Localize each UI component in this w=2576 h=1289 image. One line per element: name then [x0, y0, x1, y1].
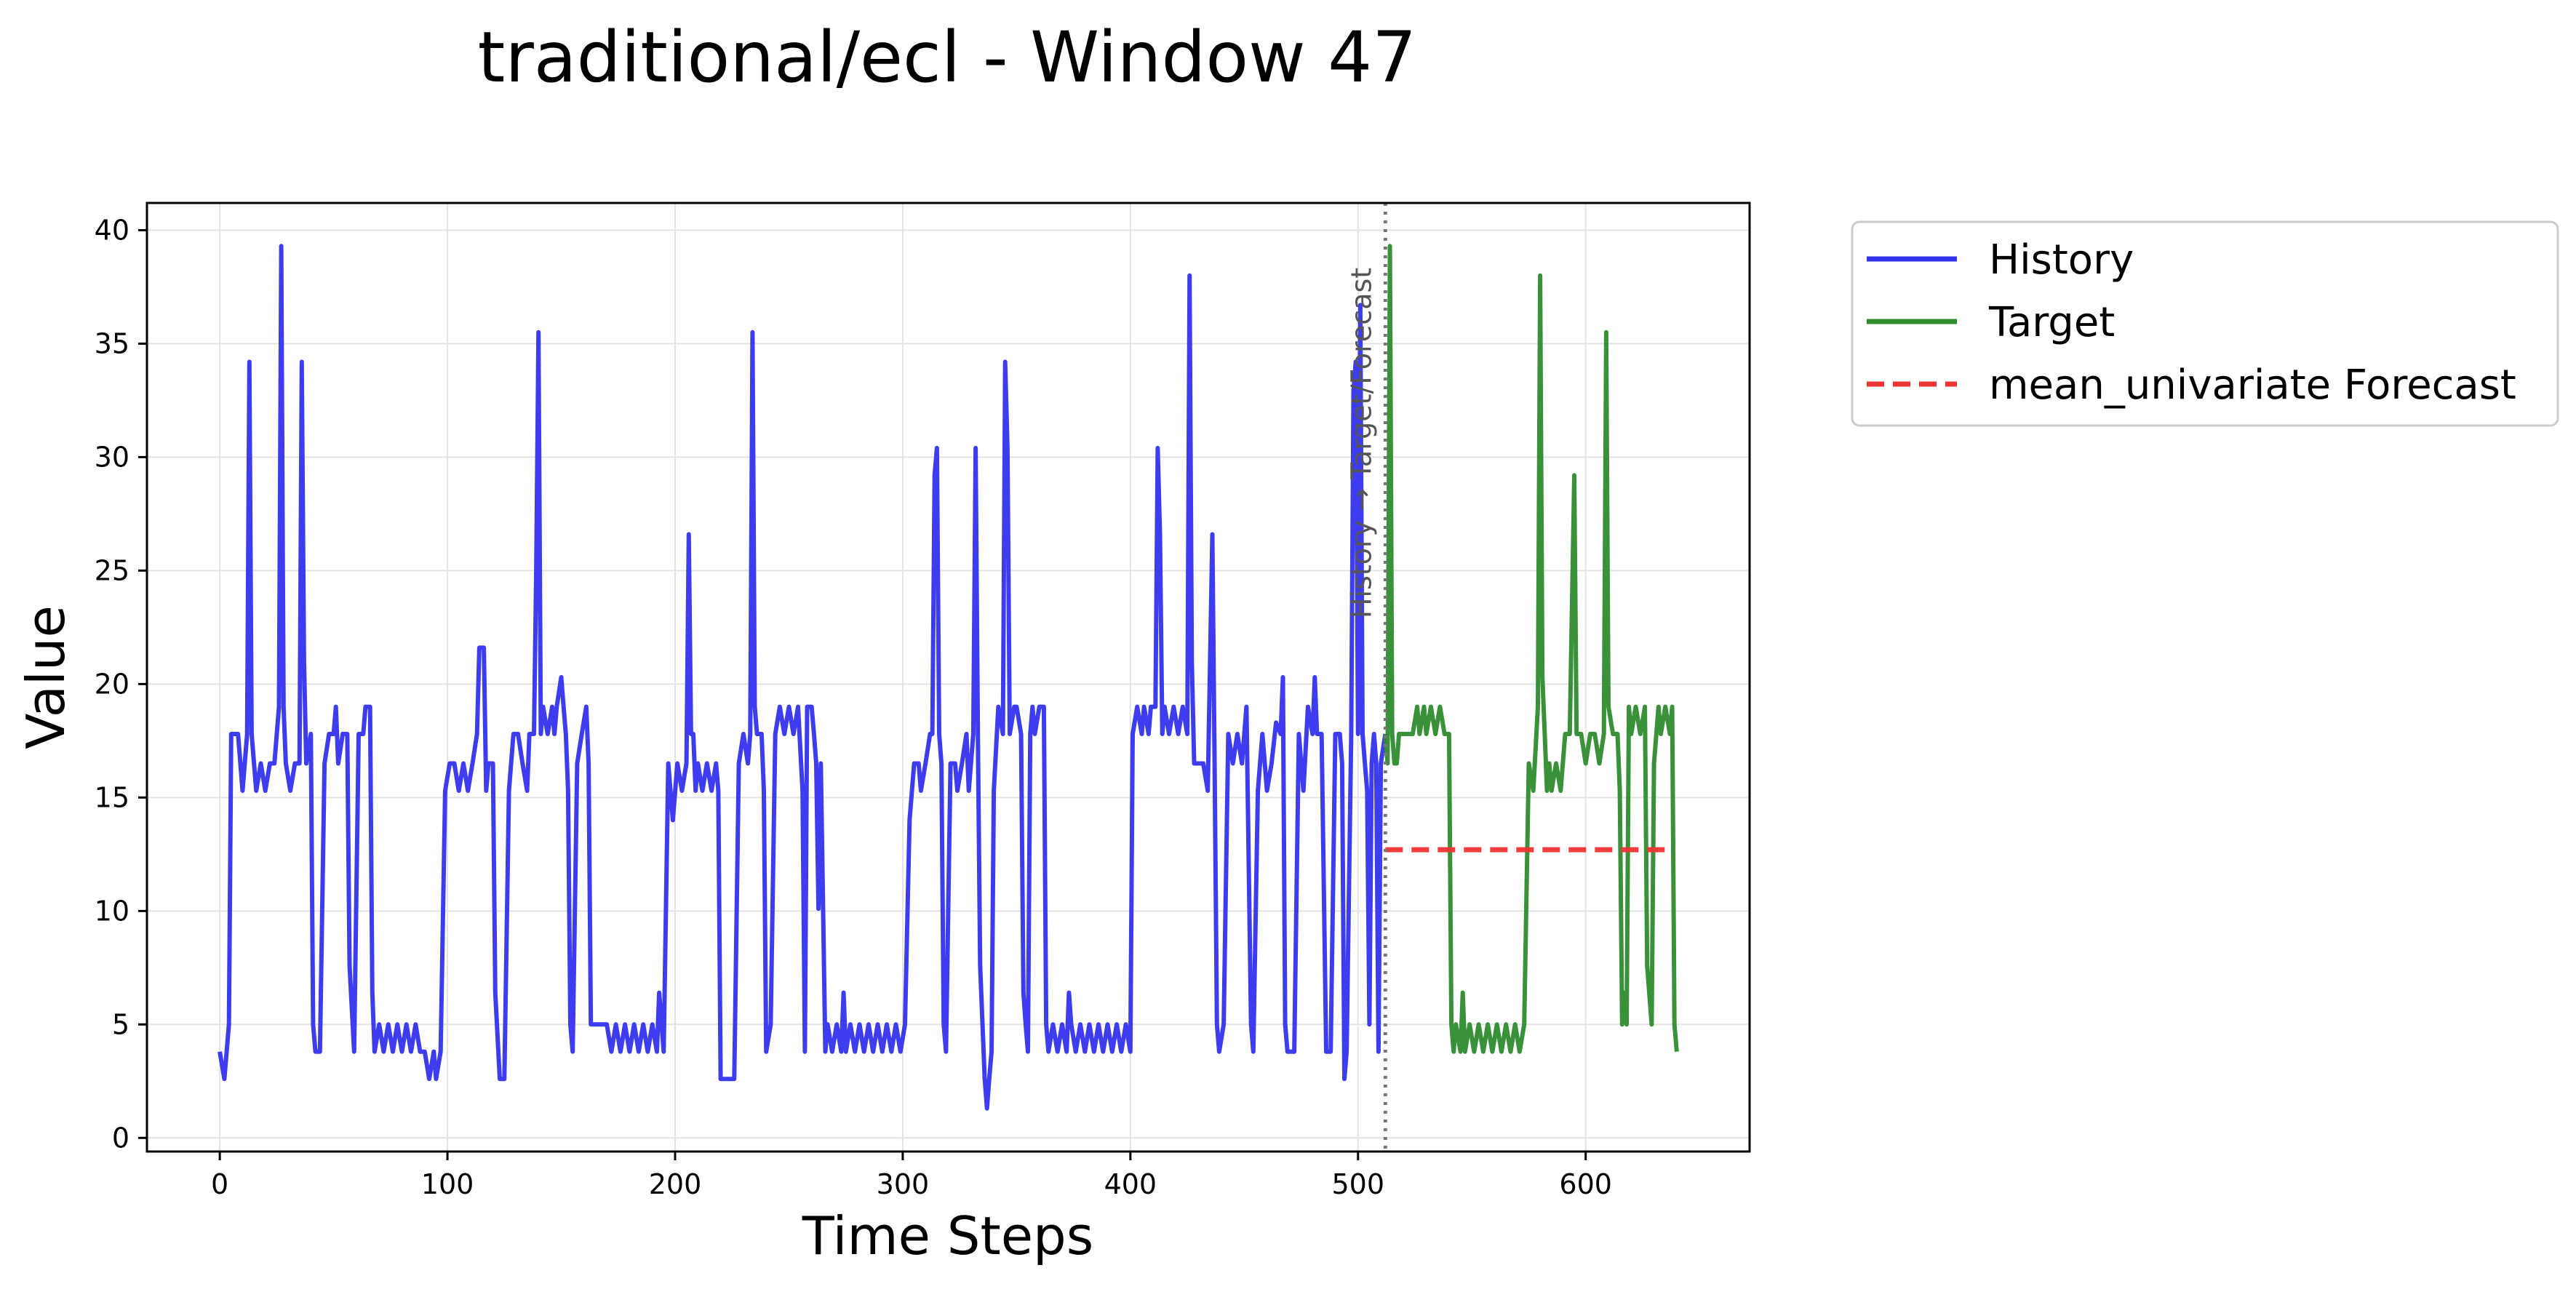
- ticks: 0 100 200 300 400 500 600 0 5 10 15 20 25 30 35 40: [95, 214, 1612, 1200]
- plot-lines: [218, 203, 1679, 1152]
- legend-items: History Target mean_univariate Forecast: [1867, 236, 2516, 409]
- y-tick-label: 5: [112, 1008, 129, 1040]
- y-tick-label: 25: [95, 554, 129, 586]
- x-tick-label: 500: [1332, 1168, 1385, 1200]
- y-tick-label: 15: [95, 781, 129, 813]
- legend-box: [1851, 220, 2559, 427]
- y-tick-label: 0: [112, 1122, 129, 1154]
- series-line-1: [1383, 244, 1679, 1054]
- y-tick-label: 30: [95, 441, 129, 473]
- y-tick-label: 35: [95, 327, 129, 359]
- chart-title: traditional/ecl - Window 47: [478, 17, 1417, 98]
- x-axis-label: Time Steps: [802, 1205, 1094, 1266]
- x-tick-label: 100: [421, 1168, 474, 1200]
- legend-label: Target: [1988, 299, 2115, 346]
- legend-label: mean_univariate Forecast: [1989, 362, 2516, 409]
- split-annotation: History → Target/Forecast: [1345, 268, 1377, 618]
- series-line-0: [218, 244, 1388, 1111]
- legend-label: History: [1989, 236, 2134, 284]
- y-tick-label: 40: [95, 214, 129, 246]
- y-axis-label: Value: [15, 605, 76, 749]
- x-tick-label: 0: [211, 1168, 228, 1200]
- y-tick-label: 10: [95, 895, 129, 927]
- plot-frame: [145, 201, 1751, 1153]
- x-tick-label: 200: [649, 1168, 702, 1200]
- x-tick-label: 400: [1104, 1168, 1157, 1200]
- y-tick-label: 20: [95, 668, 129, 700]
- x-tick-label: 600: [1559, 1168, 1612, 1200]
- x-tick-label: 300: [877, 1168, 930, 1200]
- legend: History Target mean_univariate Forecast: [1851, 220, 2559, 427]
